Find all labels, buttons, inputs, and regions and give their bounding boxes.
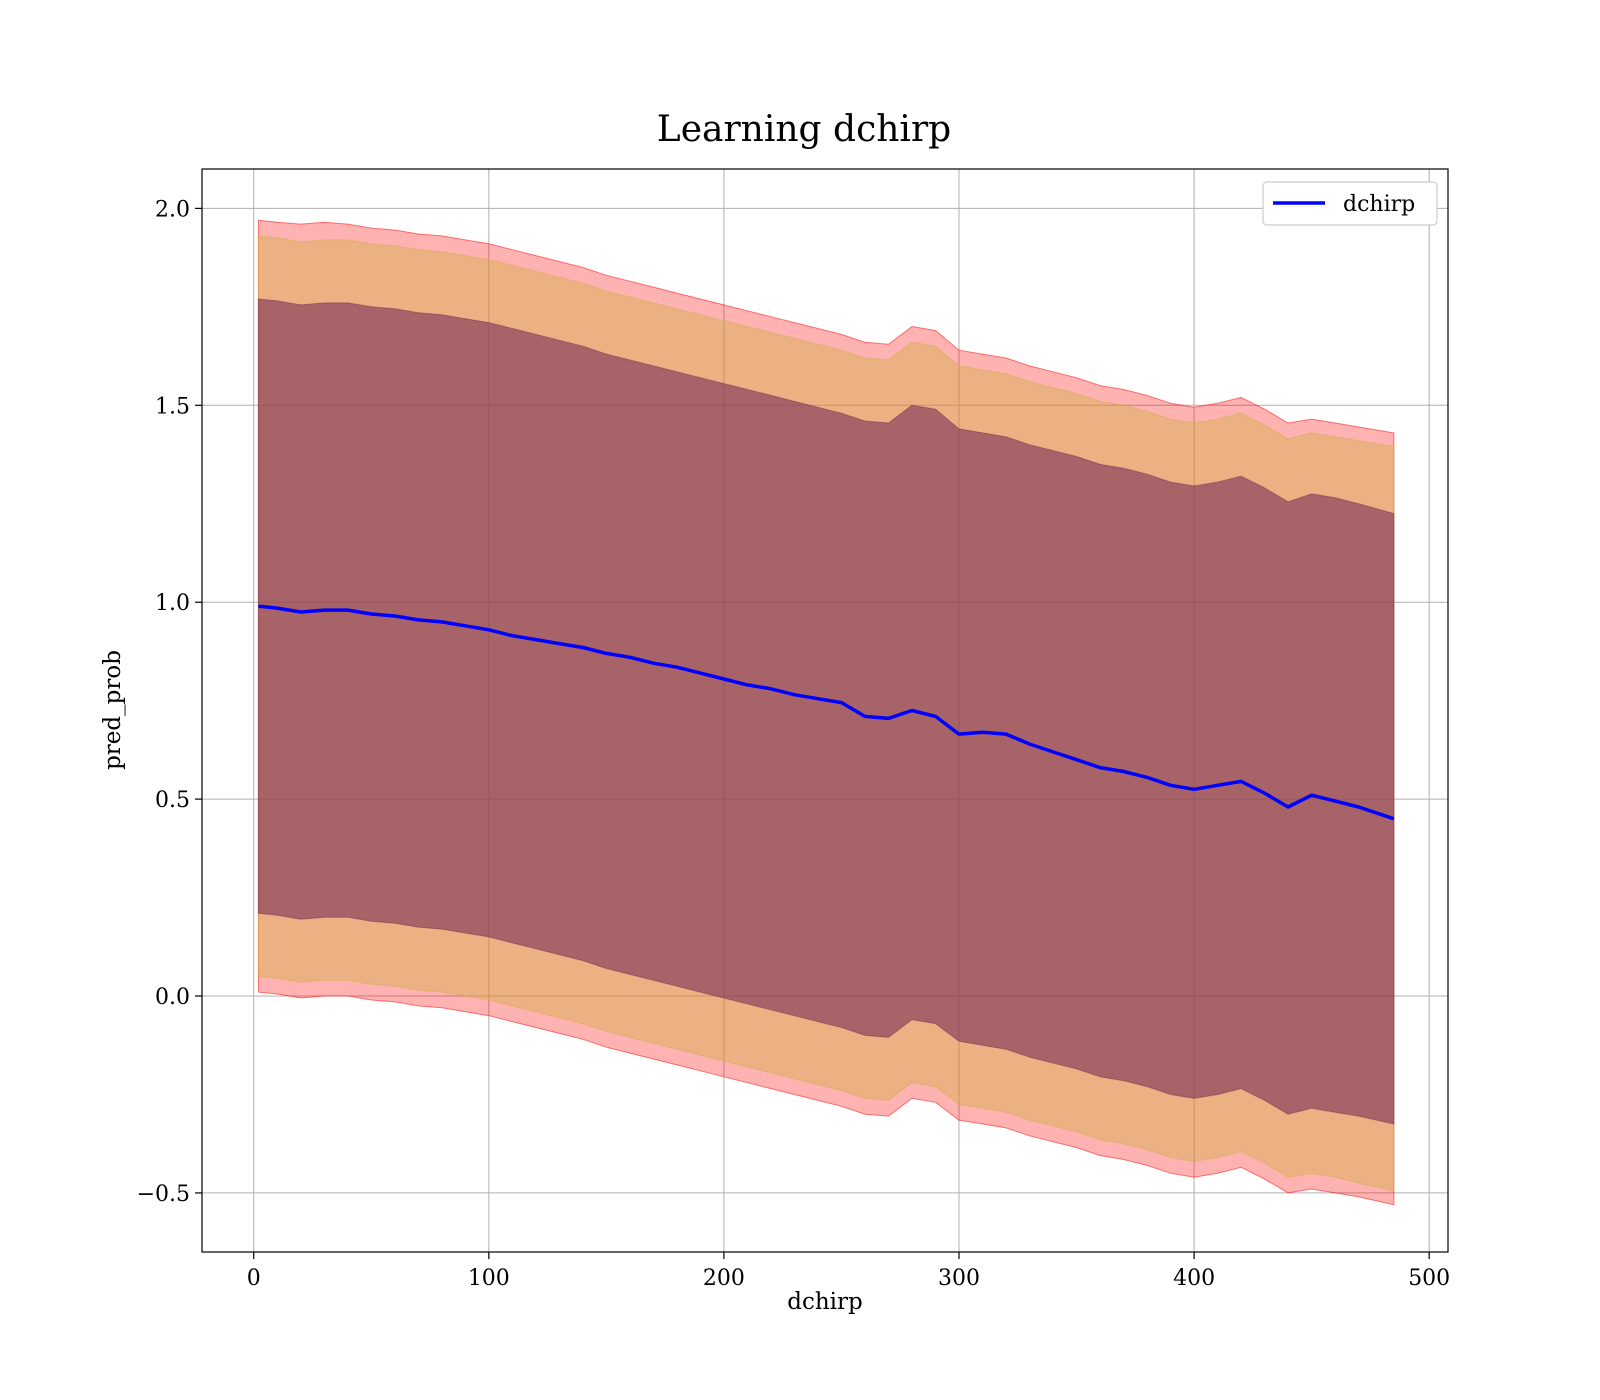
chart-title: Learning dchirp [657,109,951,150]
y-axis-label: pred_prob [100,650,126,770]
inner-band [257,298,1395,1125]
plot-area [201,168,1449,1253]
series-lines [258,604,1395,821]
legend: dchirp [1262,181,1438,226]
y-tick-label: 0.5 [155,788,190,813]
plot-frame [201,168,1449,1253]
series-line-dchirp [258,604,1395,821]
y-axis-ticks: −0.5 0.0 0.5 1.0 1.5 2.0 [137,197,202,1207]
x-tick-label: 0 [247,1266,261,1291]
x-tick-label: 500 [1408,1266,1450,1291]
x-axis-ticks: 0 100 200 300 400 500 [247,1252,1450,1291]
legend-box [1262,181,1438,226]
x-tick-label: 200 [703,1266,745,1291]
y-tick-label: 1.5 [155,394,190,419]
y-tick-label: 2.0 [155,197,190,222]
y-tick-label: 0.0 [155,985,190,1010]
x-axis-label: dchirp [787,1289,863,1315]
y-tick-label: 1.0 [155,591,190,616]
y-tick-label: −0.5 [137,1182,190,1207]
x-tick-label: 100 [468,1266,510,1291]
x-tick-label: 400 [1173,1266,1215,1291]
legend-label: dchirp [1343,192,1415,217]
x-tick-label: 300 [938,1266,980,1291]
confidence-bands [257,219,1395,1206]
